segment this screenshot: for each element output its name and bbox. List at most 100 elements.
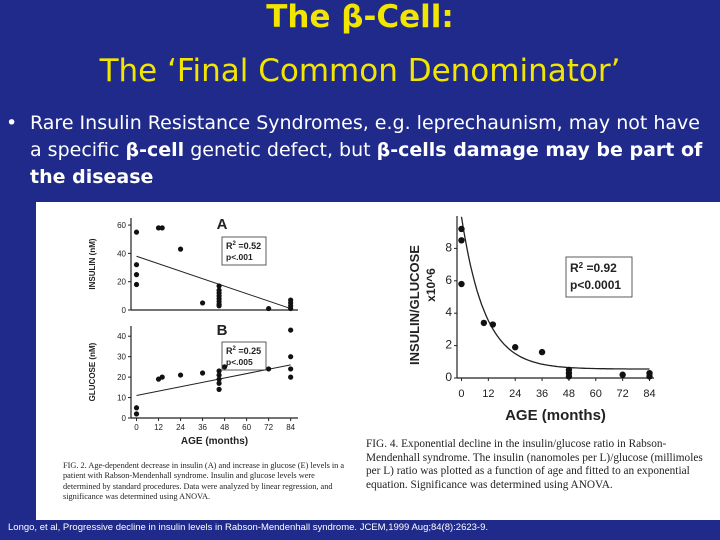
caption-right: FIG. 4. Exponential decline in the insul… <box>366 438 703 491</box>
panel-letter: A <box>217 216 228 233</box>
stats-r2: R2 =0.52 <box>226 241 261 251</box>
data-point <box>133 411 140 417</box>
r2-value: =0.25 <box>236 346 261 356</box>
y-tick-label: 40 <box>117 249 126 258</box>
data-point <box>133 405 140 411</box>
y-tick-label: 4 <box>445 305 452 319</box>
slide-title: The β-Cell: <box>266 0 454 35</box>
slide-subtitle: The ‘Final Common Denominator’ <box>99 53 621 89</box>
stats-p-value: p<0.0001 <box>570 278 621 292</box>
data-point <box>216 283 222 289</box>
y-tick-label: 10 <box>117 394 126 403</box>
data-point <box>216 303 222 309</box>
stats-p-value: p<.001 <box>226 252 253 262</box>
data-point <box>216 376 222 382</box>
data-point <box>619 371 626 378</box>
data-point <box>199 370 206 376</box>
bullet-bold-2: β-cells damage may be part of the diseas… <box>30 139 703 188</box>
superscript-2: 2 <box>233 241 237 247</box>
r-symbol: R <box>226 241 233 251</box>
x-tick-label: 72 <box>264 423 273 432</box>
data-point <box>512 344 519 351</box>
data-point <box>288 374 294 380</box>
y-tick-label: 6 <box>445 273 452 287</box>
x-tick-label: 84 <box>643 388 655 400</box>
data-point <box>159 374 165 380</box>
x-tick-label: 0 <box>458 388 464 400</box>
superscript-2: 2 <box>579 261 584 270</box>
data-point <box>288 305 294 312</box>
y-tick-label: 0 <box>122 414 127 423</box>
data-point <box>133 229 140 235</box>
data-point <box>288 354 294 360</box>
y-axis-label-2: x10^6 <box>424 268 438 302</box>
data-point <box>216 386 222 392</box>
x-axis-label: AGE (months) <box>505 407 606 424</box>
r2-value: =0.52 <box>236 241 261 251</box>
data-point <box>133 281 140 288</box>
data-point <box>177 246 184 252</box>
bullet-bold-1: β-cell <box>125 139 185 161</box>
stats-box <box>221 341 267 371</box>
x-tick-label: 48 <box>563 388 575 400</box>
stats-r2: R2 =0.25 <box>226 346 261 356</box>
x-tick-label: 60 <box>242 423 251 432</box>
data-point <box>266 305 272 312</box>
x-tick-label: 36 <box>198 423 207 432</box>
y-tick-label: 0 <box>122 306 127 315</box>
data-point <box>458 280 465 288</box>
y-tick-label: 2 <box>445 338 452 352</box>
y-tick-label: 40 <box>117 332 126 341</box>
data-point <box>266 366 272 372</box>
data-point <box>199 300 206 306</box>
caption-left: FIG. 2. Age-dependent decrease in insuli… <box>63 461 345 502</box>
y-axis-label: INSULIN (nM) <box>88 238 97 289</box>
data-point <box>216 372 222 378</box>
data-point <box>133 262 140 268</box>
x-tick-label: 36 <box>536 388 548 400</box>
x-tick-label: 48 <box>220 423 229 432</box>
r2-value: =0.92 <box>583 261 617 275</box>
x-tick-label: 12 <box>482 388 494 400</box>
data-point <box>216 368 222 374</box>
data-point <box>538 348 546 356</box>
y-tick-label: 60 <box>117 221 126 230</box>
bullet-text: • Rare Insulin Resistance Syndromes, e.g… <box>6 110 711 191</box>
data-point <box>155 225 162 231</box>
x-tick-label: 60 <box>590 388 602 400</box>
stats-box <box>565 256 633 298</box>
x-tick-label: 84 <box>286 423 295 432</box>
stats-r2: R2 =0.92 <box>570 261 617 275</box>
x-tick-label: 24 <box>509 388 521 400</box>
data-point <box>177 372 184 378</box>
citation: Longo, et al, Progressive decline in ins… <box>8 522 489 533</box>
y-tick-label: 8 <box>445 240 452 254</box>
stats-box <box>221 236 267 266</box>
data-point <box>133 272 140 278</box>
r-symbol: R <box>226 346 233 356</box>
y-axis-label: INSULIN/GLUCOSE <box>407 245 422 365</box>
y-axis-label: GLUCOSE (nM) <box>88 342 97 401</box>
data-point <box>221 364 228 370</box>
stats-p-value: p<.005 <box>226 357 253 367</box>
figure-image <box>36 202 720 520</box>
data-point <box>489 321 497 328</box>
y-tick-label: 20 <box>117 278 126 287</box>
bullet-symbol: • <box>6 112 18 134</box>
data-point <box>216 380 222 386</box>
panel-letter: B <box>217 322 228 339</box>
y-tick-label: 20 <box>117 373 126 382</box>
data-point <box>458 237 465 244</box>
x-tick-label: 12 <box>154 423 163 432</box>
data-point <box>480 319 488 327</box>
y-tick-label: 0 <box>445 370 452 384</box>
bullet-part-2: genetic defect, but <box>184 139 377 161</box>
data-point <box>159 225 165 231</box>
regression-line <box>136 255 291 310</box>
data-point <box>458 225 465 233</box>
data-point <box>646 373 653 380</box>
data-point <box>565 373 573 380</box>
data-point <box>288 327 294 333</box>
x-axis-label: AGE (months) <box>181 436 248 447</box>
